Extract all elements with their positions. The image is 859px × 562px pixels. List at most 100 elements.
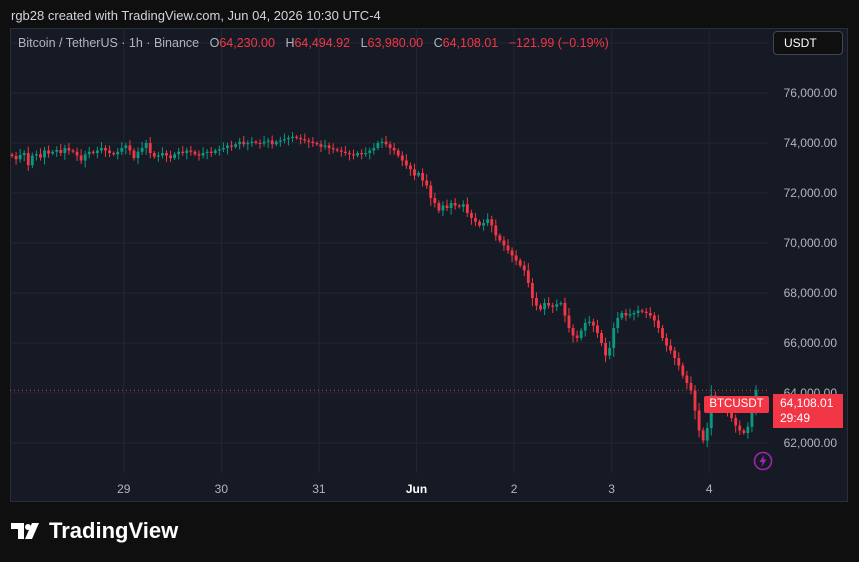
candle-body [205,151,209,153]
open-label: O [209,36,220,50]
candle-body [177,151,181,155]
candle-body [258,143,262,144]
candle-body [730,410,734,418]
candle-body [469,213,473,218]
candle-body [384,141,388,145]
candle-body [136,151,140,158]
x-tick-label: 29 [117,482,131,496]
candle-body [632,313,636,315]
candle-body [559,303,563,305]
candle-body [701,430,705,441]
candle-body [30,155,34,166]
candle-body [514,255,518,261]
candle-body [18,155,22,160]
candle-body [132,150,136,158]
candle-body [705,428,709,441]
currency-button[interactable]: USDT [773,31,843,55]
candle-body [323,145,327,147]
candle-body [526,270,530,283]
candle-body [445,205,449,208]
candle-body [506,245,510,251]
candle-body [612,328,616,348]
candle-body [449,203,453,208]
high-value: 64,494.92 [294,36,351,50]
candle-body [51,151,55,154]
candle-body [644,311,648,313]
candle-body [498,235,502,241]
candle-body [148,143,152,153]
candle-body [400,155,404,161]
candle-body [734,418,738,426]
candle-body [429,185,433,198]
candle-body [368,150,372,153]
candle-body [213,150,217,153]
candle-body [364,153,368,155]
candle-body [140,148,144,152]
candle-body [95,150,99,153]
candle-body [242,141,246,145]
last-price-value: 64,108.01 [780,396,834,410]
candle-body [575,335,579,338]
candle-body [685,375,689,383]
low-value: 63,980.00 [367,36,424,50]
candle-body [433,198,437,203]
candle-body [482,223,486,226]
candle-body [226,145,229,148]
candle-body [59,150,63,153]
candle-body [628,314,632,316]
high-label: H [285,36,295,50]
candle-body [152,153,156,157]
candle-body [425,180,429,186]
candle-body [750,406,754,427]
last-price-badge: 64,108.01 29:49 [773,394,843,428]
candle-body [116,151,120,155]
grid-lines [10,28,768,473]
candle-body [230,145,233,147]
close-value: 64,108.01 [442,36,499,50]
price-chart[interactable]: 29 30 31 Jun 2 3 4 62,000.0064,000.0066,000.00… [10,28,848,502]
candle-body [108,150,111,153]
candle-body [587,321,591,323]
candle-body [71,150,75,152]
candle-body [677,358,681,366]
tradingview-logo-icon [11,523,39,539]
candle-body [234,144,238,147]
candle-body [539,305,542,310]
candle-body [596,325,599,333]
candle-body [221,148,225,150]
candle-body [100,148,103,151]
candle-body [742,430,746,433]
y-tick-label: 68,000.00 [784,286,838,300]
change-value: −121.99 (−0.19%) [508,36,609,50]
symbol-name[interactable]: Bitcoin / TetherUS · 1h · Binance [18,36,200,50]
candle-body [181,151,185,153]
candle-body [327,145,331,148]
candle-body [404,160,408,166]
candle-body [522,265,526,271]
candle-body [307,140,311,142]
candle-body [193,151,197,155]
candle-body [287,138,290,140]
candle-body [274,141,278,145]
x-tick-label: 31 [312,482,326,496]
candle-body [209,151,213,153]
chart-caption: rgb28 created with TradingView.com, Jun … [11,8,381,23]
candle-body [380,141,384,143]
candle-body [112,153,116,155]
lightning-icon[interactable] [753,451,773,471]
candle-body [173,154,177,158]
candle-body [124,145,128,148]
y-tick-label: 74,000.00 [784,136,838,150]
candle-body [14,156,18,160]
candle-body [669,345,673,351]
candle-body [421,173,425,181]
candle-body [201,153,205,156]
candle-body [579,330,583,338]
candle-body [291,136,294,138]
candle-body [490,219,494,226]
candle-body [636,310,640,313]
candle-body [530,283,534,298]
candle-body [39,154,42,158]
candle-body [689,383,693,391]
chart-panel[interactable] [10,28,848,502]
